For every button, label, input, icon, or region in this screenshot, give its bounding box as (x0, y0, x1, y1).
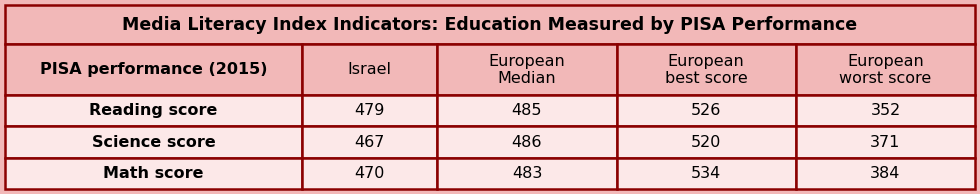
FancyBboxPatch shape (302, 44, 437, 95)
FancyBboxPatch shape (5, 158, 302, 189)
Text: Math score: Math score (103, 166, 204, 181)
FancyBboxPatch shape (302, 126, 437, 158)
FancyBboxPatch shape (437, 158, 616, 189)
Text: European
worst score: European worst score (839, 54, 932, 86)
Text: 534: 534 (691, 166, 721, 181)
Text: Israel: Israel (348, 62, 392, 77)
FancyBboxPatch shape (796, 158, 975, 189)
Text: 526: 526 (691, 103, 721, 118)
Text: Science score: Science score (91, 135, 216, 150)
Text: 371: 371 (870, 135, 901, 150)
FancyBboxPatch shape (5, 44, 302, 95)
Text: 470: 470 (355, 166, 385, 181)
Text: Media Literacy Index Indicators: Education Measured by PISA Performance: Media Literacy Index Indicators: Educati… (122, 16, 858, 34)
Text: 486: 486 (512, 135, 542, 150)
FancyBboxPatch shape (616, 44, 796, 95)
FancyBboxPatch shape (616, 158, 796, 189)
FancyBboxPatch shape (302, 158, 437, 189)
FancyBboxPatch shape (5, 95, 302, 126)
Text: 520: 520 (691, 135, 721, 150)
FancyBboxPatch shape (5, 126, 302, 158)
FancyBboxPatch shape (437, 44, 616, 95)
Text: PISA performance (2015): PISA performance (2015) (39, 62, 268, 77)
Text: European
best score: European best score (664, 54, 748, 86)
Text: 485: 485 (512, 103, 542, 118)
FancyBboxPatch shape (796, 95, 975, 126)
Text: 384: 384 (870, 166, 901, 181)
FancyBboxPatch shape (616, 126, 796, 158)
FancyBboxPatch shape (616, 95, 796, 126)
FancyBboxPatch shape (437, 126, 616, 158)
FancyBboxPatch shape (5, 5, 975, 44)
Text: Reading score: Reading score (89, 103, 218, 118)
FancyBboxPatch shape (437, 95, 616, 126)
FancyBboxPatch shape (302, 95, 437, 126)
Text: 483: 483 (512, 166, 542, 181)
FancyBboxPatch shape (796, 126, 975, 158)
Text: European
Median: European Median (489, 54, 565, 86)
Text: 352: 352 (870, 103, 901, 118)
Text: 479: 479 (355, 103, 385, 118)
FancyBboxPatch shape (796, 44, 975, 95)
Text: 467: 467 (355, 135, 385, 150)
